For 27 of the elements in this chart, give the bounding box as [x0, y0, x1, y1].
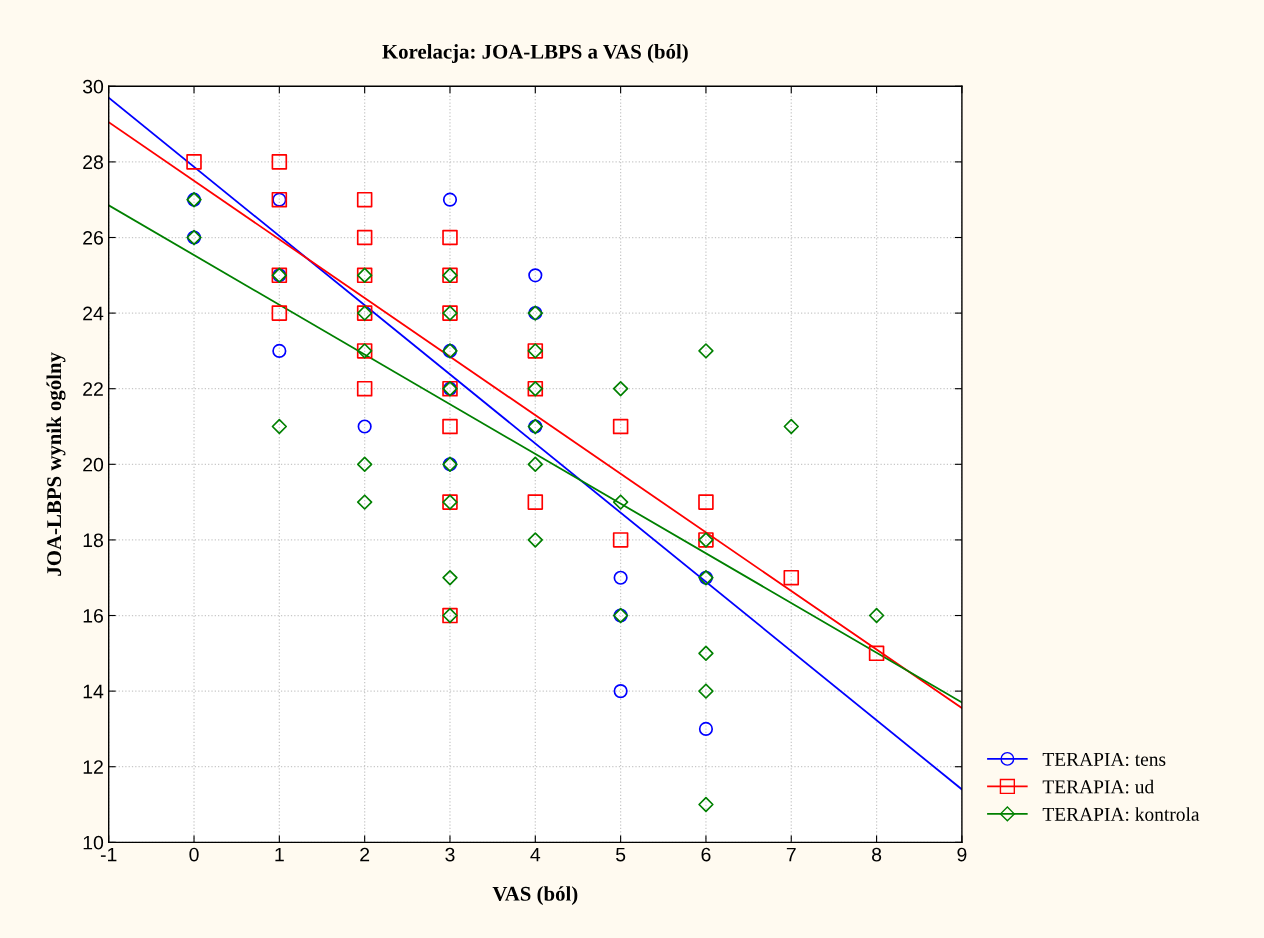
x-tick-label: 8 [872, 847, 882, 862]
x-tick-label: 5 [616, 847, 626, 862]
y-axis-title: JOA-LBPS wynik ogólny [46, 352, 66, 576]
y-tick-label: 28 [83, 155, 103, 170]
x-tick-label: 3 [445, 847, 455, 862]
x-tick-label: 4 [530, 847, 541, 862]
y-tick-label: 18 [83, 533, 103, 548]
y-tick-label: 16 [83, 608, 103, 623]
x-tick-label: 1 [275, 847, 284, 862]
x-tick-label: 9 [957, 847, 967, 862]
y-tick-label: 20 [83, 457, 104, 472]
y-tick-label: 30 [82, 79, 104, 94]
x-tick-label: 6 [701, 847, 711, 862]
x-tick-label: 2 [360, 847, 370, 862]
y-tick-label: 24 [83, 306, 104, 321]
x-axis-title: VAS (ból) [492, 886, 578, 906]
y-tick-label: 10 [83, 835, 104, 850]
legend-label: TERAPIA: kontrola [1042, 807, 1200, 821]
y-tick-label: 26 [83, 230, 103, 245]
legend-label: TERAPIA: ud [1042, 779, 1154, 794]
x-tick-label: 7 [786, 847, 796, 862]
y-tick-label: 12 [83, 760, 103, 774]
chart-title: Korelacja: JOA-LBPS a VAS (ból) [382, 44, 688, 63]
legend-label: TERAPIA: tens [1042, 752, 1166, 767]
y-tick-label: 14 [83, 684, 104, 699]
x-tick-label: 0 [189, 847, 199, 862]
y-tick-label: 22 [83, 382, 103, 396]
